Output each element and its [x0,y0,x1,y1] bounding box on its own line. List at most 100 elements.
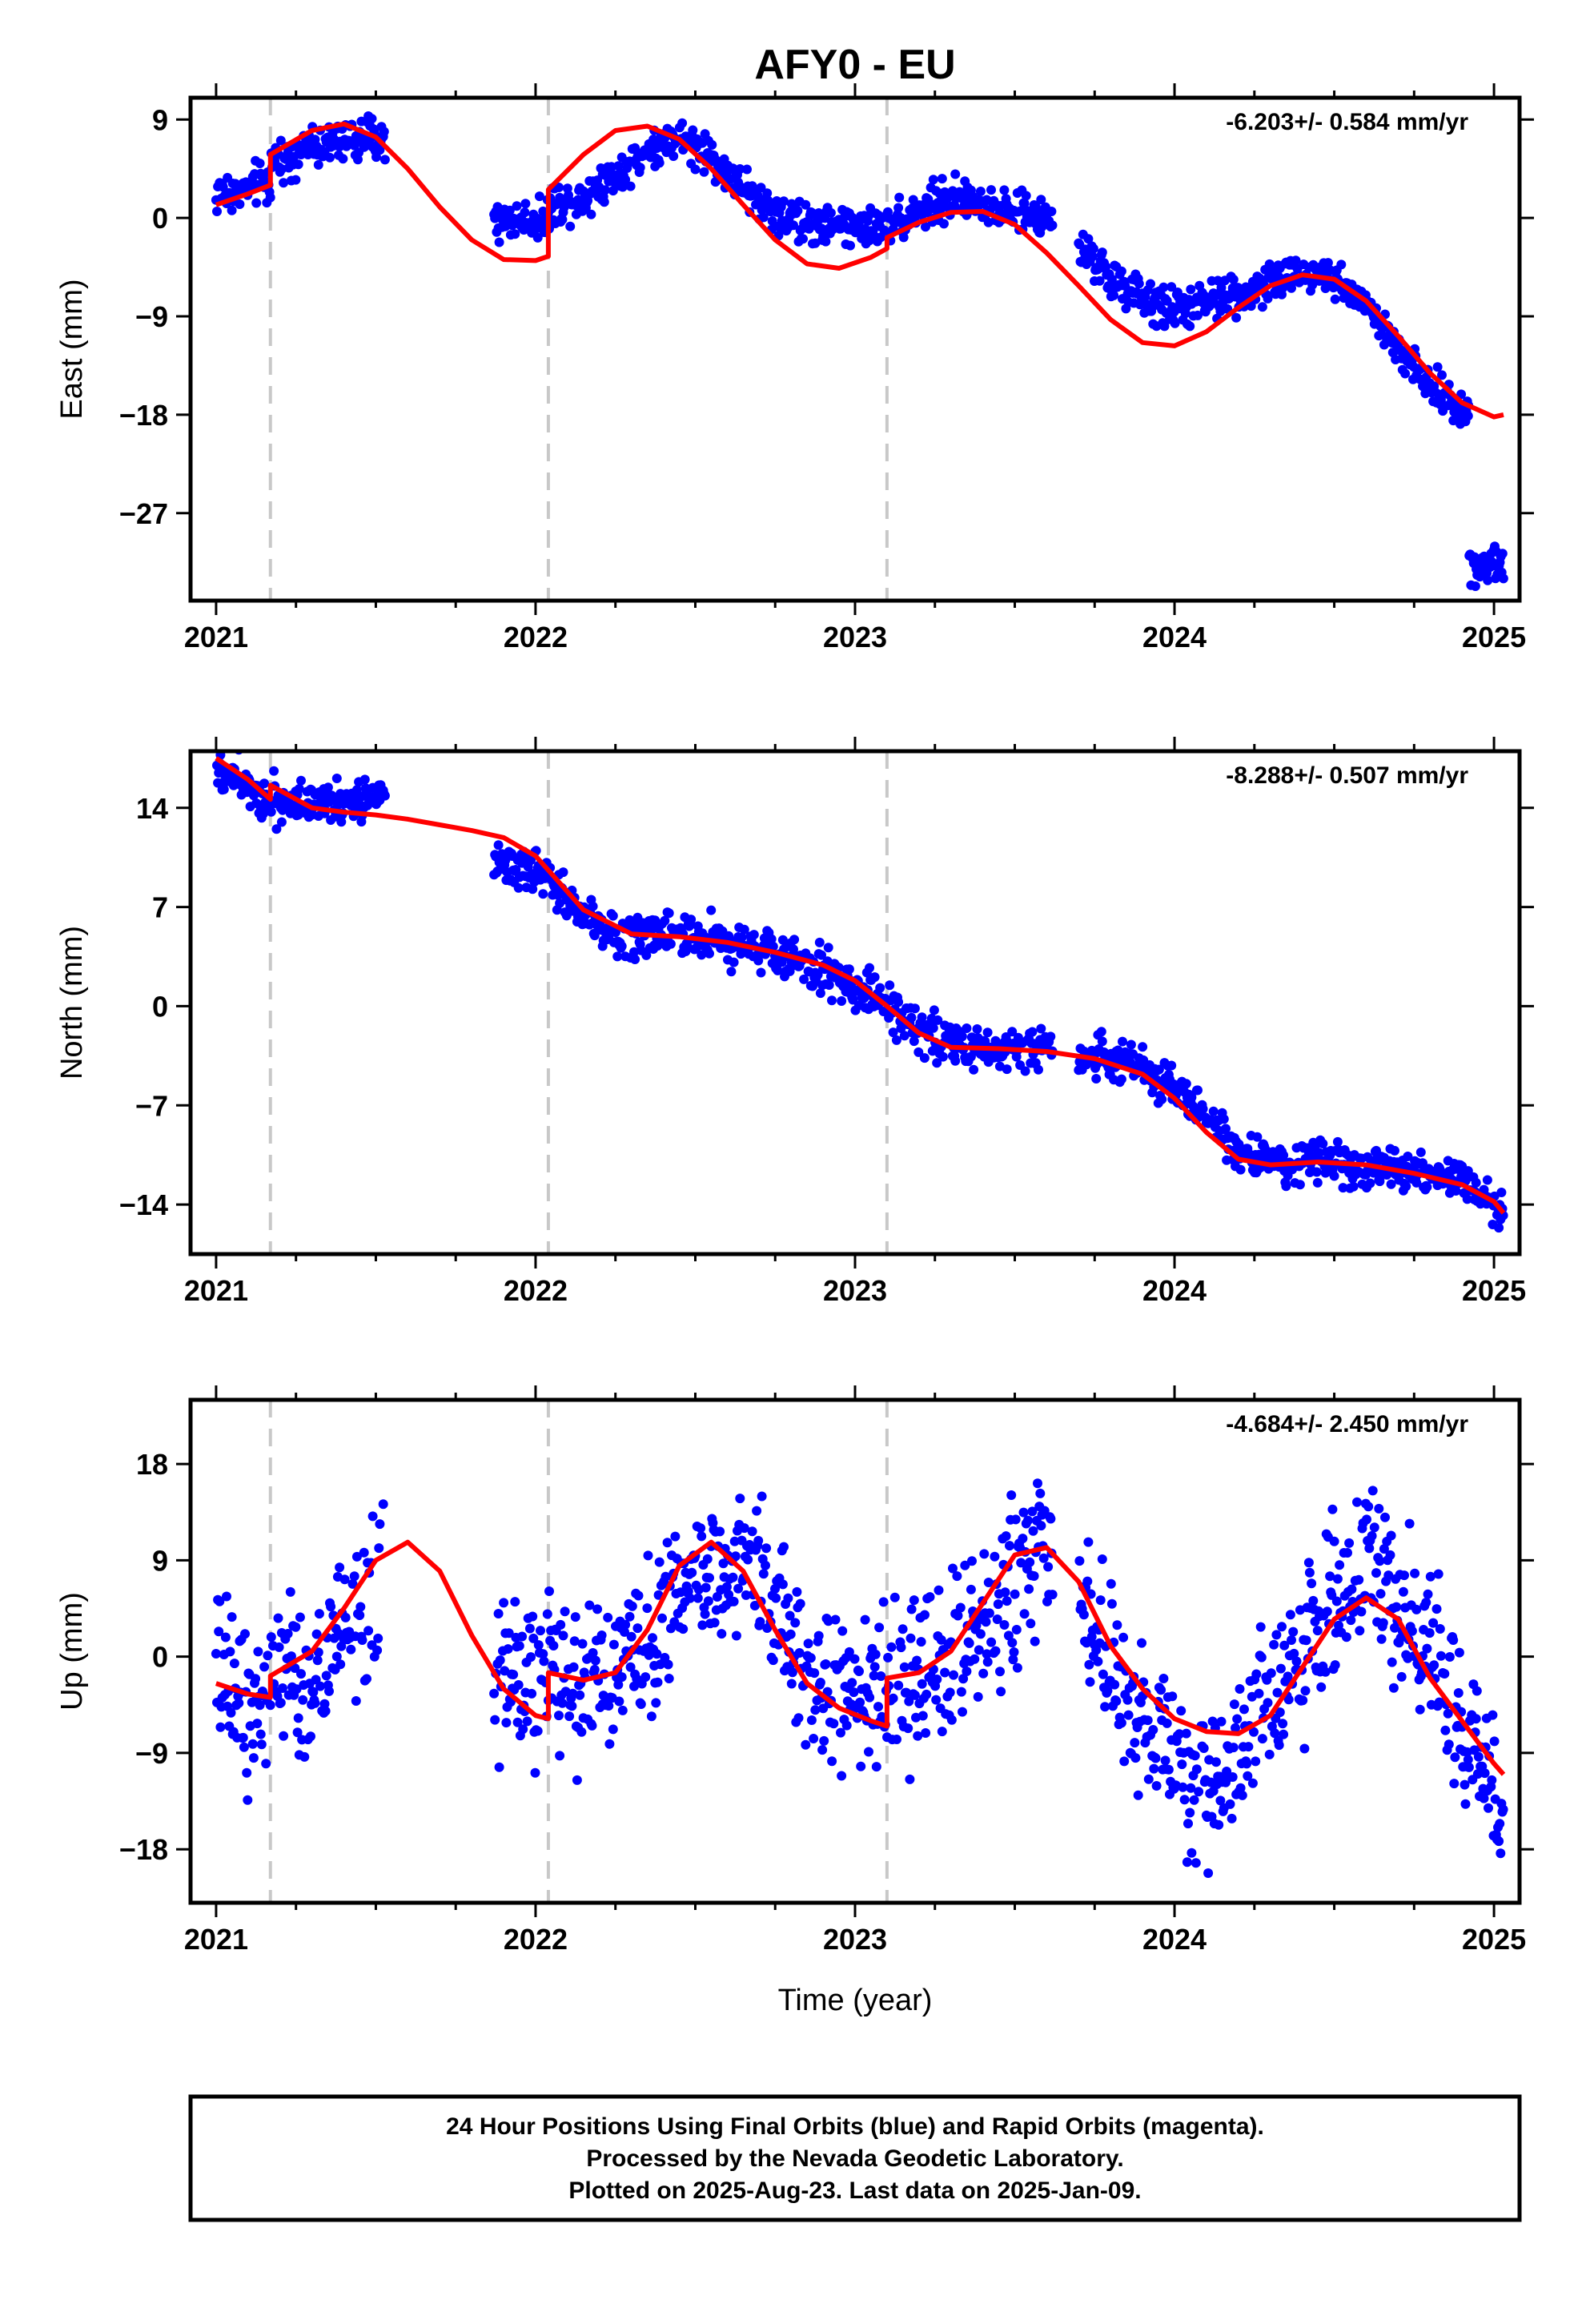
data-point [1026,1618,1036,1629]
data-point [1018,1534,1028,1544]
data-point [702,1554,713,1564]
data-point [379,127,389,137]
data-point [1311,1167,1322,1177]
data-point [715,1526,725,1537]
data-point [1163,1764,1174,1775]
data-point [278,1683,287,1693]
data-point [555,898,565,908]
data-point [956,1687,966,1697]
data-point [234,1698,244,1708]
data-point [949,1670,958,1680]
data-point [225,1647,235,1657]
data-point [319,1699,330,1709]
data-point [749,930,759,940]
data-point [271,824,282,834]
data-point [1335,1560,1345,1570]
data-point [983,1578,994,1587]
data-point [925,1592,935,1602]
data-point [1228,275,1239,284]
data-point [596,1630,607,1640]
data-point [557,1698,568,1708]
data-point [1007,1638,1018,1648]
x-tick-label: 2024 [1142,621,1207,653]
data-point [242,1767,252,1778]
data-point [1101,262,1111,271]
data-point [1186,1783,1196,1793]
data-point [1498,573,1508,584]
data-point [779,1542,789,1552]
data-point [779,196,789,207]
data-point [1221,1124,1231,1134]
data-point [555,1751,565,1761]
data-point [785,966,795,976]
data-point [1182,1857,1192,1868]
data-point [1047,1590,1058,1600]
data-point [1252,1132,1263,1142]
data-point [293,1713,303,1723]
data-point [700,1609,710,1619]
data-point [335,1562,345,1573]
data-point [624,915,635,925]
data-point [1083,1537,1094,1547]
x-tick-label: 2021 [184,621,248,653]
data-point [616,1672,627,1683]
data-point [1362,1514,1371,1525]
data-point [1352,1497,1362,1507]
data-point [670,1531,681,1542]
data-point [1410,1568,1420,1578]
data-point [934,1585,944,1595]
data-point [1338,1183,1348,1193]
data-point [503,1644,513,1655]
data-point [792,1586,802,1597]
data-point [1215,1795,1226,1806]
data-point [572,1775,582,1785]
data-point [936,1634,946,1645]
data-point [627,1601,637,1611]
data-point [756,183,766,193]
data-point [848,995,858,1005]
data-point [263,1651,273,1661]
data-point [1312,1626,1323,1636]
data-point [909,1690,920,1700]
data-point [504,205,515,215]
data-point [1038,1553,1049,1563]
data-point [817,1745,828,1755]
data-point [1190,1751,1200,1761]
data-point [693,1593,703,1603]
data-point [1440,1725,1451,1735]
data-point [296,775,306,786]
data-point [1100,1702,1110,1712]
data-point [758,1569,769,1579]
data-point [1130,1738,1140,1748]
data-point [1111,1696,1122,1707]
data-point [212,207,222,216]
data-point [351,1551,362,1562]
data-point [932,1058,942,1068]
data-point [1078,1610,1089,1620]
data-point [616,941,627,951]
data-point [707,139,717,150]
data-point [1367,1486,1378,1496]
data-point [1383,1570,1394,1581]
data-point [917,1711,928,1721]
data-point [1158,282,1169,292]
data-point [1375,1589,1386,1599]
data-point [1116,1718,1126,1728]
data-point [512,201,522,211]
data-point [1189,1795,1199,1805]
data-point [1279,1729,1289,1739]
data-point [1225,1799,1235,1809]
data-point [548,1641,559,1651]
data-point [261,1759,271,1769]
data-point [1151,1781,1162,1791]
data-point [663,1659,673,1670]
data-point [990,1646,1001,1656]
data-point [1462,1194,1472,1204]
data-point [789,944,798,955]
panels: 2021 2022 2023 2024 2025 9 0 −9 −18 −27 East (mm) -… [55,83,1534,1956]
data-point [1046,207,1057,216]
data-point [266,806,276,817]
data-point [1425,1571,1435,1582]
data-point [1424,1628,1435,1638]
data-point [349,1571,359,1582]
